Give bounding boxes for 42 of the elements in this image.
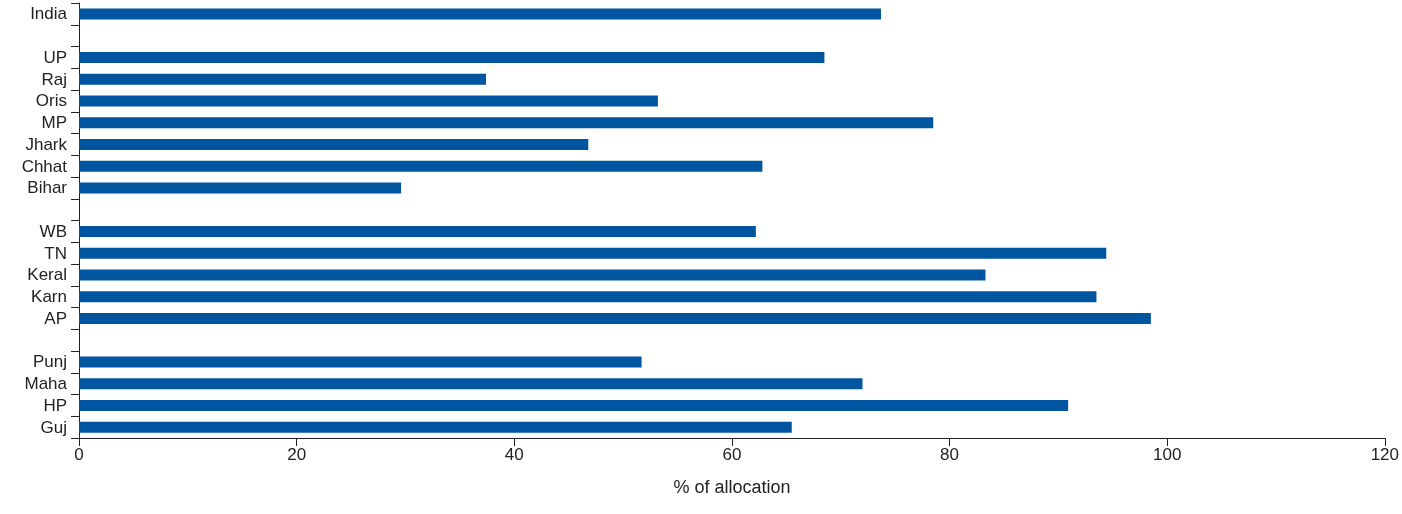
x-tick-label: 40	[504, 445, 524, 464]
y-tick-label: Jhark	[25, 134, 68, 154]
bar	[79, 378, 863, 390]
y-tick-label: AP	[44, 308, 67, 328]
bar	[79, 291, 1097, 303]
x-tick-label: 80	[940, 445, 960, 464]
y-tick-label: MP	[41, 113, 67, 133]
y-tick-label: India	[30, 4, 68, 24]
y-tick-label: Punj	[32, 352, 67, 372]
bar	[79, 269, 986, 281]
y-tick-label: Raj	[41, 69, 67, 89]
bar	[79, 399, 1069, 411]
bar	[79, 160, 763, 172]
y-tick-label: Maha	[24, 374, 68, 394]
bar	[79, 73, 486, 85]
y-tick-label: TN	[44, 243, 67, 263]
bar	[79, 312, 1151, 324]
y-tick-label: Keral	[27, 265, 67, 285]
x-tick-label: 0	[74, 445, 84, 464]
x-tick-label: 100	[1152, 445, 1182, 464]
y-tick-label: Chhat	[21, 156, 68, 176]
bar	[79, 95, 658, 107]
bar	[79, 421, 792, 433]
y-tick-label: UP	[43, 47, 67, 67]
bar	[79, 117, 934, 129]
y-tick-label: HP	[43, 395, 67, 415]
bar	[79, 225, 756, 237]
x-tick-label: 120	[1370, 445, 1400, 464]
bar	[79, 356, 642, 368]
x-tick-label: 20	[287, 445, 307, 464]
x-tick-label: 60	[722, 445, 742, 464]
bar	[79, 247, 1107, 259]
y-tick-label: Karn	[31, 287, 67, 307]
bar	[79, 51, 825, 63]
bar	[79, 182, 402, 194]
bar	[79, 138, 589, 150]
y-tick-label: WB	[39, 221, 67, 241]
y-tick-label: Guj	[40, 417, 67, 437]
y-tick-label: Oris	[35, 91, 67, 111]
bar	[79, 8, 881, 20]
y-tick-label: Bihar	[27, 178, 68, 198]
x-axis-title: % of allocation	[673, 477, 791, 497]
